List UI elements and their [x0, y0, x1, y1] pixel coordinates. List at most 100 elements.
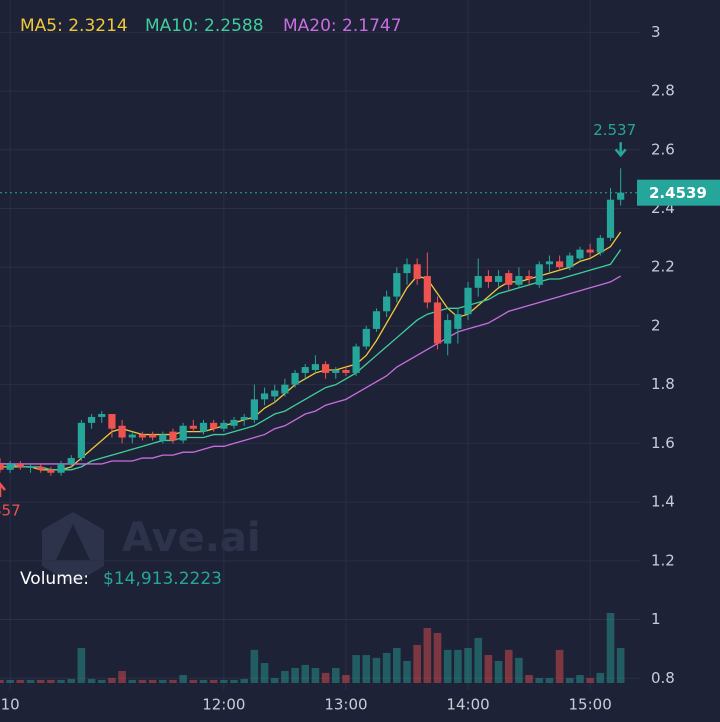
volume-bar: [189, 679, 198, 683]
volume-bar: [464, 648, 472, 683]
watermark-logo-mark: [56, 524, 90, 560]
volume-bar: [311, 667, 320, 683]
volume-bar: [454, 649, 462, 683]
candle-body: [464, 287, 472, 315]
candle-body: [393, 273, 401, 297]
candle-body: [556, 261, 564, 268]
volume-bar: [586, 678, 594, 683]
candle-body: [311, 364, 320, 370]
legend-entry: MA5: 2.3214: [20, 16, 128, 36]
volume-bar: [565, 678, 574, 683]
y-tick-label: 2.6: [651, 140, 675, 158]
candle-body: [383, 296, 391, 312]
candle-body: [545, 261, 554, 265]
volume-bar: [250, 649, 259, 683]
volume-bar: [36, 679, 45, 683]
candle-body: [98, 414, 106, 417]
candle-body: [332, 369, 340, 373]
low-arrow: [0, 482, 6, 497]
candle-body: [342, 369, 350, 373]
volume-bar: [494, 660, 503, 683]
y-tick-label: 1.8: [651, 375, 675, 393]
candle-body: [444, 320, 452, 344]
volume-bar: [321, 672, 330, 683]
volume-bar: [6, 679, 14, 683]
high-label: 2.537: [593, 121, 636, 139]
legend-entry: MA20: 2.1747: [283, 16, 402, 36]
ma-line: [0, 275, 621, 465]
volume-bar: [220, 679, 228, 683]
volume-bar: [616, 647, 625, 683]
y-tick-label: 2: [651, 316, 661, 334]
volume-bar: [67, 679, 76, 683]
candle-body: [199, 422, 208, 432]
volume-bar: [413, 644, 421, 683]
candle-body: [6, 463, 14, 470]
candle-body: [128, 434, 136, 438]
volume-bar: [179, 675, 187, 683]
candle-body: [169, 431, 177, 441]
low-label: 857: [0, 502, 21, 520]
candle-body: [484, 276, 492, 282]
x-tick-label: 14:00: [446, 696, 489, 714]
candle-body: [179, 425, 187, 441]
volume-bar: [260, 663, 269, 683]
volume-bar: [606, 613, 615, 683]
y-tick-label: 2.2: [651, 258, 675, 276]
candle-body: [301, 367, 309, 373]
y-tick-label: 1: [651, 610, 661, 628]
y-tick-label: 1.4: [651, 493, 675, 511]
candle-body: [108, 414, 116, 429]
x-tick-label: 12:00: [202, 696, 245, 714]
candle-body: [606, 199, 615, 238]
volume-bar: [199, 679, 208, 683]
candle-body: [26, 466, 35, 468]
volume-bar: [118, 671, 126, 683]
watermark: Ave.ai: [42, 512, 261, 584]
candle-body: [566, 255, 574, 268]
candle-body: [403, 264, 411, 274]
volume-bar: [423, 628, 432, 683]
candle-body: [321, 364, 330, 373]
volume-bar: [555, 649, 564, 683]
volume-bar: [362, 655, 371, 683]
candle-body: [505, 273, 513, 285]
volume-bar: [504, 649, 513, 683]
candle-body: [16, 463, 24, 467]
volume-bar: [352, 655, 360, 683]
volume-bar: [128, 679, 137, 683]
volume-bar: [545, 678, 554, 683]
volume-bar: [342, 675, 350, 683]
candle-body: [454, 314, 462, 329]
candle-body: [77, 422, 85, 459]
volume-bar: [108, 678, 116, 683]
candle-body: [433, 302, 442, 344]
volume-bar: [433, 632, 442, 683]
y-tick-label: 1.6: [651, 434, 675, 452]
candle-body: [87, 416, 96, 423]
volume-bar: [535, 678, 544, 683]
volume-title: Volume:: [20, 569, 89, 589]
volume-bar: [281, 671, 289, 683]
volume-bar: [525, 675, 533, 683]
candle-body: [57, 463, 65, 473]
candle-body: [240, 416, 248, 420]
candle-body: [118, 425, 126, 438]
volume-bar: [148, 679, 157, 683]
candle-body: [250, 399, 258, 420]
volume-bar: [443, 649, 452, 683]
candle-body: [362, 328, 370, 347]
candle-body: [220, 422, 228, 429]
y-tick-label: 1.2: [651, 551, 675, 569]
candle-body: [515, 276, 523, 285]
y-tick-label: 3: [651, 23, 661, 41]
volume-bar: [169, 679, 177, 683]
volume-bar: [0, 679, 4, 683]
volume-bar: [47, 679, 55, 683]
volume-bar: [291, 667, 299, 683]
candle-body: [47, 469, 55, 473]
candle-body: [159, 434, 167, 441]
candle-body: [525, 276, 533, 279]
